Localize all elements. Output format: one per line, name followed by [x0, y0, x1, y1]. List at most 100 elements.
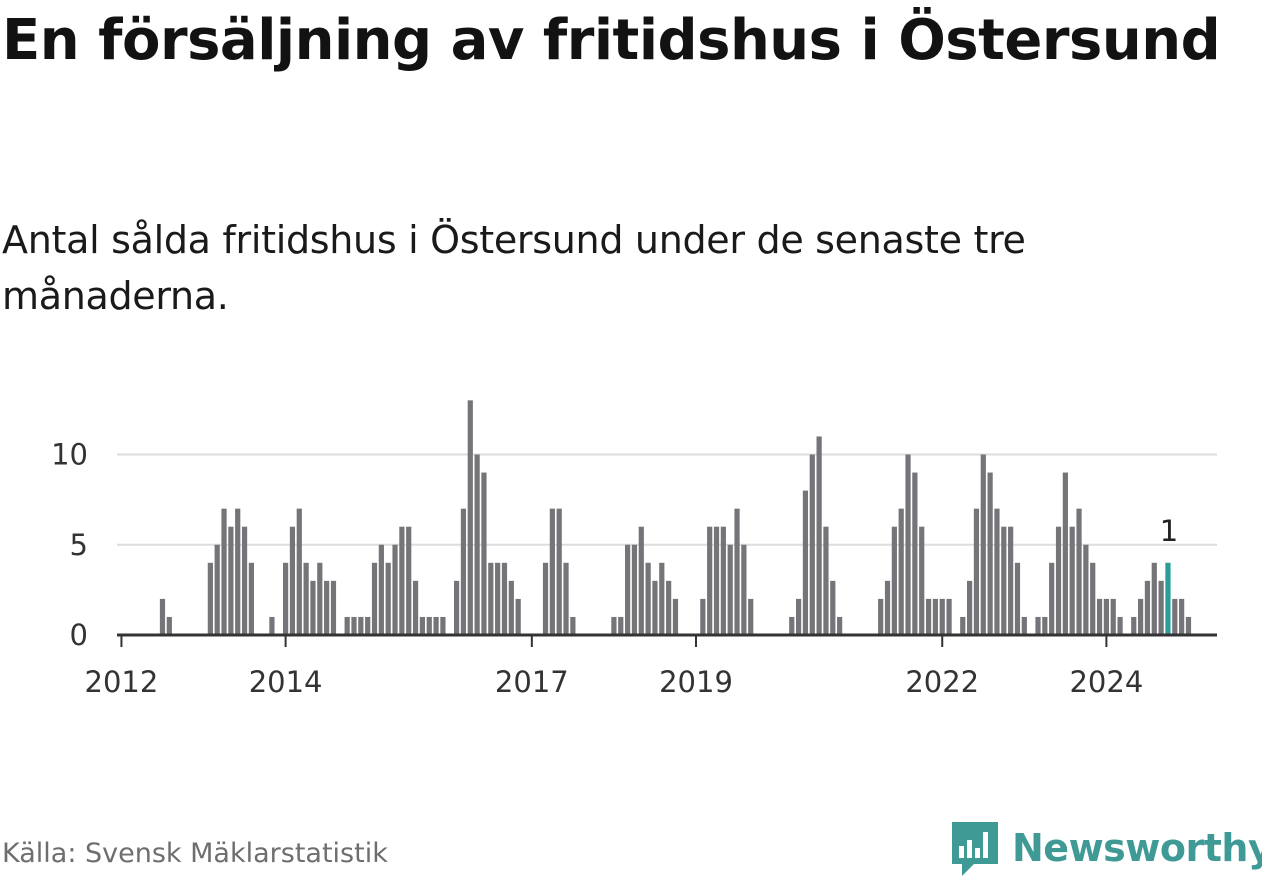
- bar: [385, 562, 391, 635]
- bar: [1062, 472, 1068, 635]
- bar-chart: 0 5 10 2012 2014 2017 2019 2022 2024 1: [51, 400, 1217, 700]
- bar: [495, 562, 501, 635]
- bar: [440, 616, 446, 635]
- bar: [392, 544, 398, 635]
- bar: [324, 580, 330, 635]
- bar: [796, 598, 802, 635]
- bar: [241, 526, 248, 635]
- bar: [789, 616, 795, 635]
- bar: [303, 562, 309, 635]
- bar: [618, 616, 624, 635]
- bar: [666, 580, 672, 635]
- bar: [816, 436, 822, 635]
- chart-title: En försäljning av fritidshus i Östersund: [2, 8, 1221, 73]
- bar: [741, 544, 747, 635]
- x-tick-label: 2024: [1069, 665, 1143, 699]
- bar: [1151, 562, 1157, 635]
- bar: [344, 616, 350, 635]
- bar: [994, 508, 1000, 635]
- bar: [884, 580, 891, 635]
- bar: [748, 598, 754, 635]
- bar: [1055, 526, 1062, 635]
- bar: [283, 562, 289, 635]
- bar: [1042, 616, 1048, 635]
- bar: [878, 598, 884, 635]
- bar: [330, 580, 337, 635]
- bar: [1158, 580, 1164, 635]
- bar: [1179, 598, 1185, 635]
- bar: [159, 598, 166, 635]
- bar: [289, 526, 296, 635]
- bar: [1185, 616, 1192, 635]
- bar: [433, 616, 439, 635]
- bar: [1172, 598, 1178, 635]
- bar: [809, 454, 815, 635]
- bar-series: [159, 400, 1192, 635]
- bar: [659, 562, 665, 635]
- bar: [638, 526, 644, 635]
- chart-subtitle: Antal sålda fritidshus i Östersund under…: [2, 218, 1026, 318]
- bar: [1014, 562, 1021, 635]
- x-tick-label: 2017: [495, 665, 569, 699]
- bar: [912, 472, 918, 635]
- bar: [563, 562, 569, 635]
- bar: [672, 598, 679, 635]
- bar: [542, 562, 549, 635]
- bar: [898, 508, 904, 635]
- bar: [207, 562, 213, 635]
- bar: [460, 508, 467, 635]
- bar: [946, 598, 952, 635]
- x-tick-label: 2014: [249, 665, 323, 699]
- bar: [310, 580, 316, 635]
- y-tick-label: 5: [70, 528, 88, 562]
- bar: [481, 472, 487, 635]
- y-tick-label: 10: [51, 438, 88, 472]
- bar: [399, 526, 405, 635]
- bar: [474, 454, 480, 635]
- bar: [412, 580, 419, 635]
- bar: [1021, 616, 1027, 635]
- bar: [1117, 616, 1123, 635]
- bar: [830, 580, 836, 635]
- bar: [713, 526, 720, 635]
- axes: [117, 633, 1217, 647]
- bar: [727, 544, 733, 635]
- brand-logo: Newsworthy: [950, 818, 1262, 878]
- bar: [1110, 598, 1116, 635]
- bar: [228, 526, 234, 635]
- bar: [1131, 616, 1137, 635]
- bar: [1144, 580, 1151, 635]
- x-tick-label: 2012: [85, 665, 159, 699]
- bar: [720, 526, 726, 635]
- bar: [1035, 616, 1041, 635]
- x-tick-label: 2019: [659, 665, 733, 699]
- bar-highlight: [1165, 562, 1171, 635]
- bar: [488, 562, 494, 635]
- bar: [1096, 598, 1103, 635]
- bar: [1138, 598, 1144, 635]
- bar: [625, 544, 631, 635]
- bar: [351, 616, 357, 635]
- bar: [823, 526, 829, 635]
- bar: [454, 580, 460, 635]
- bar: [1083, 544, 1089, 635]
- bar: [802, 490, 809, 635]
- newsworthy-logo-icon: [952, 822, 998, 876]
- bar: [317, 562, 323, 635]
- bar: [939, 598, 945, 635]
- source-note: Källa: Svensk Mäklarstatistik: [2, 838, 388, 869]
- labels: 0 5 10 2012 2014 2017 2019 2022 2024 1: [51, 438, 1178, 700]
- bar: [700, 598, 706, 635]
- bar: [1049, 562, 1055, 635]
- bar: [960, 616, 966, 635]
- bar: [707, 526, 713, 635]
- bar: [358, 616, 364, 635]
- gridlines: [117, 453, 1217, 546]
- bar: [371, 562, 378, 635]
- bar: [214, 544, 220, 635]
- highlight-data-label: 1: [1160, 514, 1178, 548]
- bar: [269, 616, 275, 635]
- bar: [426, 616, 432, 635]
- bar: [419, 616, 425, 635]
- bar: [1076, 508, 1082, 635]
